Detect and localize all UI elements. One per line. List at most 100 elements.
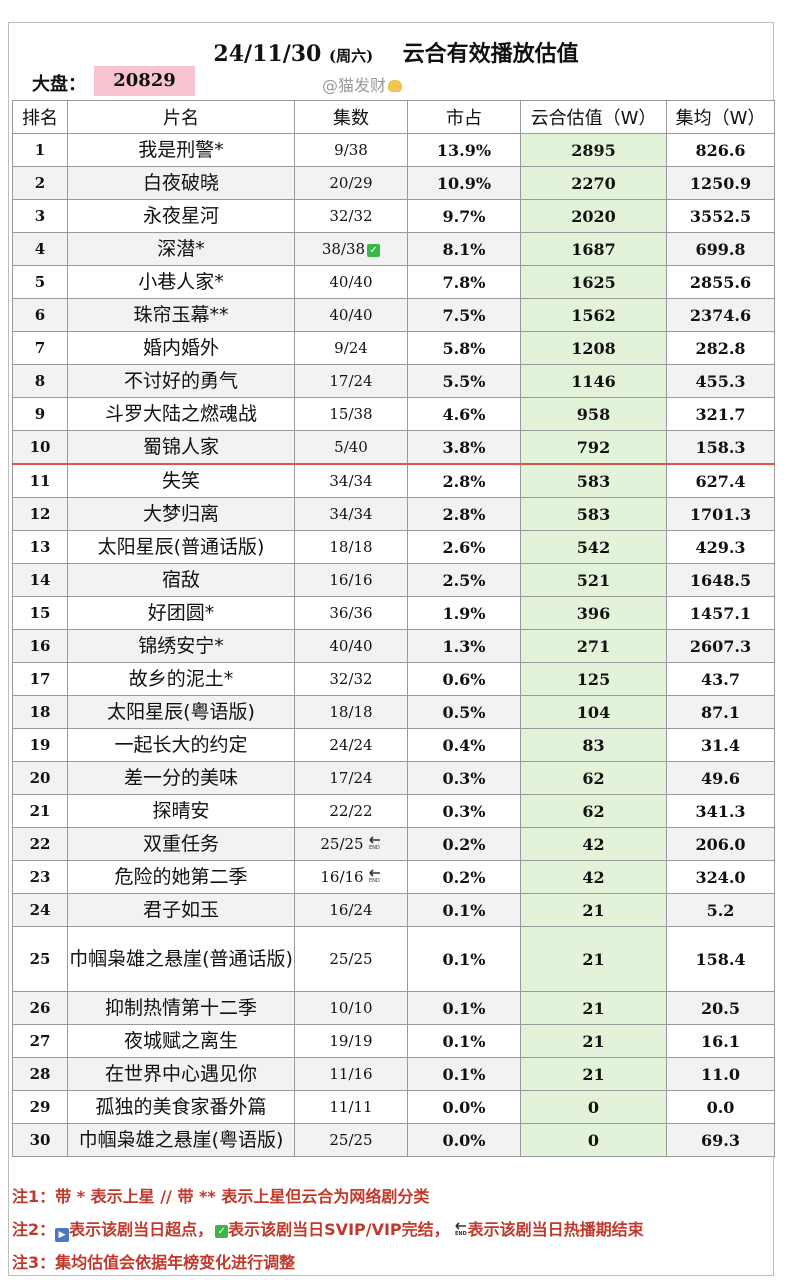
rank-cell: 14 [12, 563, 68, 597]
share-cell-text: 2.6% [442, 537, 486, 557]
title-cell-text: 巾帼枭雄之悬崖(粤语版) [78, 1129, 284, 1151]
average-cell-text: 341.3 [695, 801, 746, 821]
title-cell-text: 好团圆* [147, 602, 215, 624]
title-cell-text: 斗罗大陆之燃魂战 [104, 403, 257, 425]
episodes-cell: 10/10 [294, 991, 408, 1025]
col-header-average: 集均（W） [666, 100, 775, 134]
share-cell-text: 0.1% [442, 998, 486, 1018]
rank-cell: 3 [12, 199, 68, 233]
rank-cell-text: 8 [34, 372, 46, 390]
table-row: 25 巾帼枭雄之悬崖(普通话版) 25/25 0.1% 21 158.4 [12, 926, 775, 992]
value-cell-text: 42 [582, 834, 605, 854]
episodes-cell-text: 32/32 [329, 670, 373, 688]
average-cell: 826.6 [666, 133, 775, 167]
table-row: 8 不讨好的勇气 17/24 5.5% 1146 455.3 [12, 364, 775, 398]
average-cell-text: 158.4 [695, 949, 746, 969]
share-cell: 3.8% [407, 430, 521, 465]
value-cell: 42 [520, 860, 667, 894]
table-row: 28 在世界中心遇见你 11/16 0.1% 21 11.0 [12, 1057, 775, 1091]
share-cell-text: 0.5% [442, 702, 486, 722]
table-row: 26 抑制热情第十二季 10/10 0.1% 21 20.5 [12, 991, 775, 1025]
average-cell: 627.4 [666, 463, 775, 498]
rank-cell-text: 1 [34, 141, 46, 159]
share-cell: 0.2% [407, 860, 521, 894]
title-cell: 探晴安 [67, 794, 295, 828]
value-cell: 521 [520, 563, 667, 597]
rank-cell: 24 [12, 893, 68, 927]
value-cell-text: 2895 [571, 140, 616, 160]
average-cell: 69.3 [666, 1123, 775, 1157]
episodes-cell: 40/40 [294, 298, 408, 332]
title-cell-text: 抑制热情第十二季 [104, 997, 257, 1019]
rank-cell-text: 18 [29, 703, 51, 721]
rank-cell-text: 23 [29, 868, 51, 886]
title-cell-text: 白夜破晓 [142, 172, 219, 194]
table-row: 15 好团圆* 36/36 1.9% 396 1457.1 [12, 596, 775, 630]
episodes-cell-text: 25/25 [329, 1131, 373, 1149]
watermark: @猫发财 [322, 72, 403, 96]
episodes-cell-text: 10/10 [329, 999, 373, 1017]
episodes-cell: 18/18 [294, 530, 408, 564]
check-icon: ✓ [215, 1225, 229, 1238]
rank-cell: 17 [12, 662, 68, 696]
value-cell: 583 [520, 463, 667, 498]
share-cell-text: 2.8% [442, 471, 486, 491]
episodes-cell: 38/38 ✓ [294, 232, 408, 266]
title-cell-text: 失笑 [161, 470, 200, 492]
rank-cell: 12 [12, 497, 68, 531]
title-cell: 差一分的美味 [67, 761, 295, 795]
episodes-cell-text: 20/29 [329, 174, 373, 192]
share-cell-text: 3.8% [442, 437, 486, 457]
episodes-cell: 11/11 [294, 1090, 408, 1124]
average-cell: 1648.5 [666, 563, 775, 597]
value-cell-text: 104 [576, 702, 611, 722]
average-cell: 429.3 [666, 530, 775, 564]
rank-cell-text: 4 [34, 240, 46, 258]
average-cell-text: 49.6 [701, 768, 740, 788]
title-cell-text: 太阳星辰(普通话版) [97, 536, 265, 558]
share-cell: 0.0% [407, 1090, 521, 1124]
episodes-cell: 16/24 [294, 893, 408, 927]
average-cell-text: 87.1 [701, 702, 740, 722]
title-cell: 深潜* [67, 232, 295, 266]
episodes-cell: 5/40 [294, 430, 408, 465]
rank-cell: 13 [12, 530, 68, 564]
value-cell: 792 [520, 430, 667, 465]
title-text: 云合有效播放估值 [402, 41, 579, 67]
col-header-rank: 排名 [12, 100, 68, 134]
title-cell-text: 孤独的美食家番外篇 [95, 1096, 267, 1118]
episodes-cell-text: 25/25 [320, 835, 364, 853]
value-cell: 2895 [520, 133, 667, 167]
rank-cell-text: 13 [29, 538, 51, 556]
average-cell-text: 3552.5 [689, 206, 752, 226]
svg-text:END: END [455, 1231, 467, 1236]
title-cell-text: 永夜星河 [142, 205, 219, 227]
share-cell: 4.6% [407, 397, 521, 431]
share-cell: 0.4% [407, 728, 521, 762]
episodes-cell-text: 36/36 [329, 604, 373, 622]
episodes-cell-text: 40/40 [329, 306, 373, 324]
episodes-cell-text: 24/24 [329, 736, 373, 754]
average-cell-text: 429.3 [695, 537, 746, 557]
share-cell-text: 8.1% [442, 239, 486, 259]
title-cell: 巾帼枭雄之悬崖(粤语版) [67, 1123, 295, 1157]
table-row: 20 差一分的美味 17/24 0.3% 62 49.6 [12, 761, 775, 795]
share-cell: 0.5% [407, 695, 521, 729]
title-cell: 故乡的泥土* [67, 662, 295, 696]
value-cell-text: 1687 [571, 239, 616, 259]
episodes-cell: 19/19 [294, 1024, 408, 1058]
title-weekday: (周六) [329, 47, 374, 65]
average-cell: 1250.9 [666, 166, 775, 200]
title-cell: 君子如玉 [67, 893, 295, 927]
col-header-share: 市占 [407, 100, 521, 134]
episodes-cell: 25/25 END [294, 827, 408, 861]
average-cell-text: 2607.3 [689, 636, 752, 656]
value-cell: 1208 [520, 331, 667, 365]
note-2-a: 表示该剧当日超点， [69, 1220, 214, 1239]
value-cell-text: 583 [576, 504, 611, 524]
rank-cell: 2 [12, 166, 68, 200]
title-cell: 斗罗大陆之燃魂战 [67, 397, 295, 431]
value-cell-text: 21 [582, 1031, 605, 1051]
rank-cell-text: 10 [29, 438, 51, 456]
episodes-cell-text: 25/25 [329, 950, 373, 968]
